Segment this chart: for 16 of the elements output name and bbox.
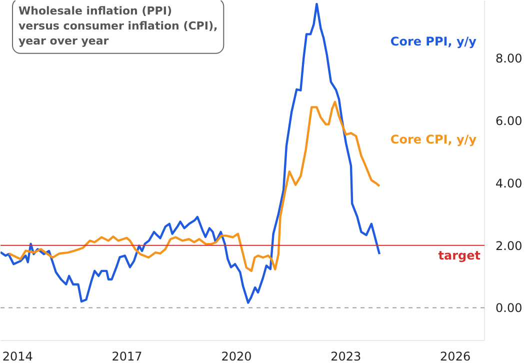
x-tick-label: 2026 <box>440 350 471 363</box>
line-series <box>0 2 381 304</box>
line-series <box>8 100 381 272</box>
x-tick-label: 2014 <box>2 350 33 363</box>
x-tick-label: 2023 <box>330 350 362 363</box>
x-tick-label: 2020 <box>221 350 252 363</box>
y-tick-label: 6.00 <box>496 114 522 128</box>
y-tick-label: 2.00 <box>496 238 522 253</box>
ref-line-label: target <box>438 248 481 262</box>
text: Core CPI, y/y <box>390 132 477 146</box>
y-tick-label: 0.00 <box>496 301 522 316</box>
y-tick-label: 4.00 <box>496 176 522 190</box>
y-tick-label: 8.00 <box>496 52 522 66</box>
x-tick-label: 2017 <box>112 350 142 363</box>
text: Core PPI, y/y <box>390 34 477 48</box>
text: Wholesale inflation (PPI) versus consumer inflation (CPI), year over year <box>18 4 218 48</box>
